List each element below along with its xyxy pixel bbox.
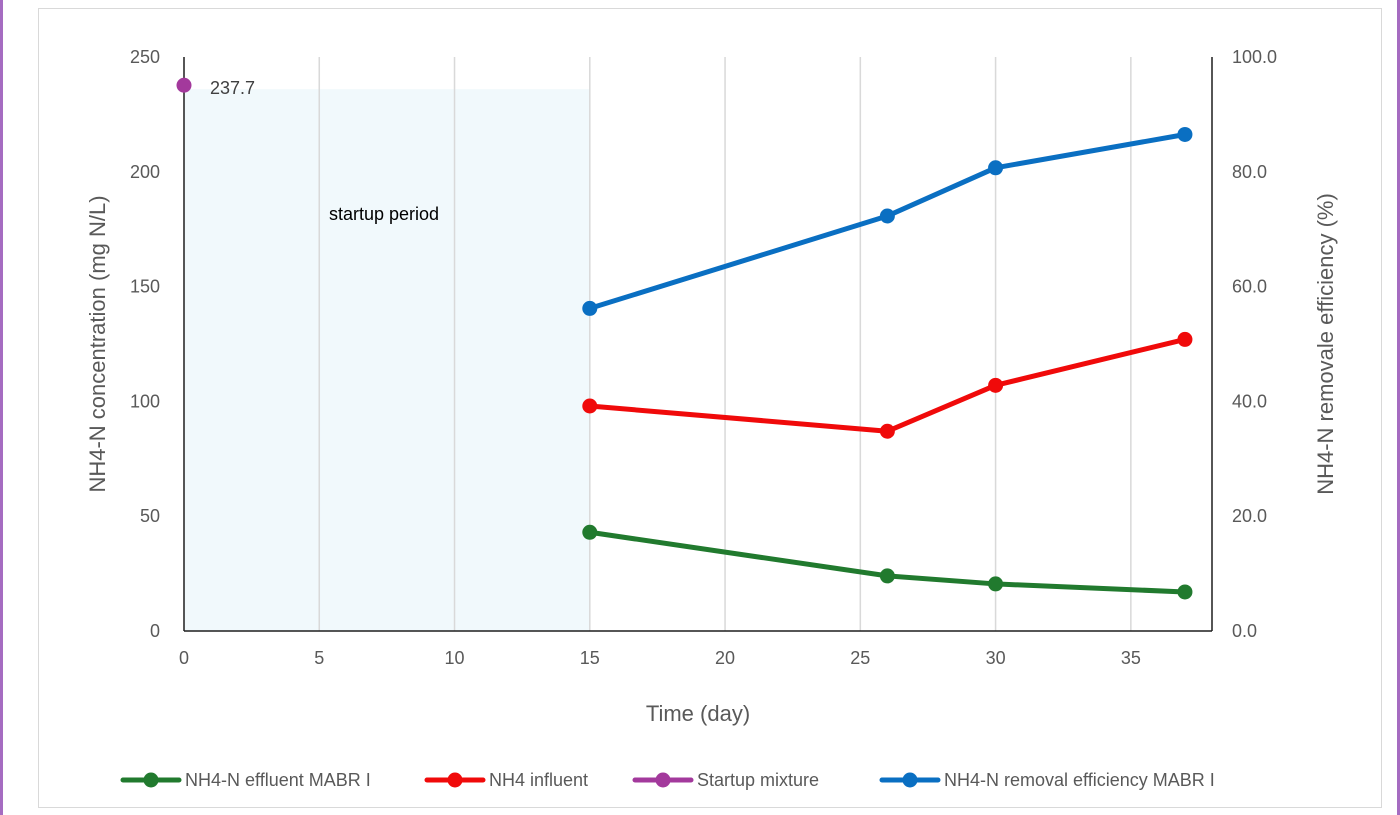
- x-tick-label: 0: [179, 648, 189, 668]
- legend-marker-2: [655, 772, 671, 788]
- x-tick-label: 30: [986, 648, 1006, 668]
- data-point: [176, 77, 192, 93]
- x-tick-label: 25: [850, 648, 870, 668]
- series-line-1: [587, 336, 1188, 434]
- x-tick-label: 20: [715, 648, 735, 668]
- x-tick-label: 10: [445, 648, 465, 668]
- data-point: [582, 524, 598, 540]
- data-label: 237.7: [210, 78, 255, 98]
- series-line-0: [587, 529, 1188, 595]
- legend-marker-0: [143, 772, 159, 788]
- y-left-tick-label: 50: [140, 506, 160, 526]
- legend-entry-1: NH4 influent: [489, 770, 588, 790]
- startup-period-region: [184, 89, 590, 632]
- y-left-tick-label: 150: [130, 277, 160, 297]
- x-axis-title: Time (day): [646, 701, 750, 726]
- data-point: [1177, 126, 1193, 142]
- y-left-tick-label: 200: [130, 162, 160, 182]
- y-left-tick-label: 250: [130, 47, 160, 67]
- startup-period-label: startup period: [329, 204, 439, 224]
- data-point: [1177, 331, 1193, 347]
- y-right-tick-label: 40.0: [1232, 391, 1267, 411]
- y-left-tick-label: 100: [130, 391, 160, 411]
- legend-marker-3: [902, 772, 918, 788]
- legend-entry-3: NH4-N removal efficiency MABR I: [944, 770, 1215, 790]
- data-point: [582, 300, 598, 316]
- data-point: [879, 208, 895, 224]
- chart-area: startup period 0 5 10 15 20 25 30 35 0 50 100 150 20…: [38, 8, 1382, 808]
- y-right-tick-label: 60.0: [1232, 277, 1267, 297]
- data-point: [879, 423, 895, 439]
- y-right-tick-label: 20.0: [1232, 506, 1267, 526]
- y-left-tick-label: 0: [150, 621, 160, 641]
- data-point: [988, 576, 1004, 592]
- y-axis-left-title: NH4-N concentration (mg N/L): [85, 195, 110, 492]
- x-tick-label: 15: [580, 648, 600, 668]
- data-point: [988, 160, 1004, 176]
- line-chart: startup period 0 5 10 15 20 25 30 35 0 50 100 150 20…: [85, 47, 1338, 790]
- series-line-3: [587, 131, 1188, 311]
- legend-entry-2: Startup mixture: [697, 770, 819, 790]
- legend-entry-0: NH4-N effluent MABR I: [185, 770, 371, 790]
- data-point: [988, 377, 1004, 393]
- x-tick-label: 35: [1121, 648, 1141, 668]
- data-point: [1177, 584, 1193, 600]
- x-tick-label: 5: [314, 648, 324, 668]
- y-right-tick-label: 100.0: [1232, 47, 1277, 67]
- y-axis-right-title: NH4-N removale efficiency (%): [1313, 193, 1338, 495]
- legend-marker-1: [447, 772, 463, 788]
- data-point: [879, 568, 895, 584]
- y-right-tick-label: 0.0: [1232, 621, 1257, 641]
- data-point: [582, 398, 598, 414]
- y-right-tick-label: 80.0: [1232, 162, 1267, 182]
